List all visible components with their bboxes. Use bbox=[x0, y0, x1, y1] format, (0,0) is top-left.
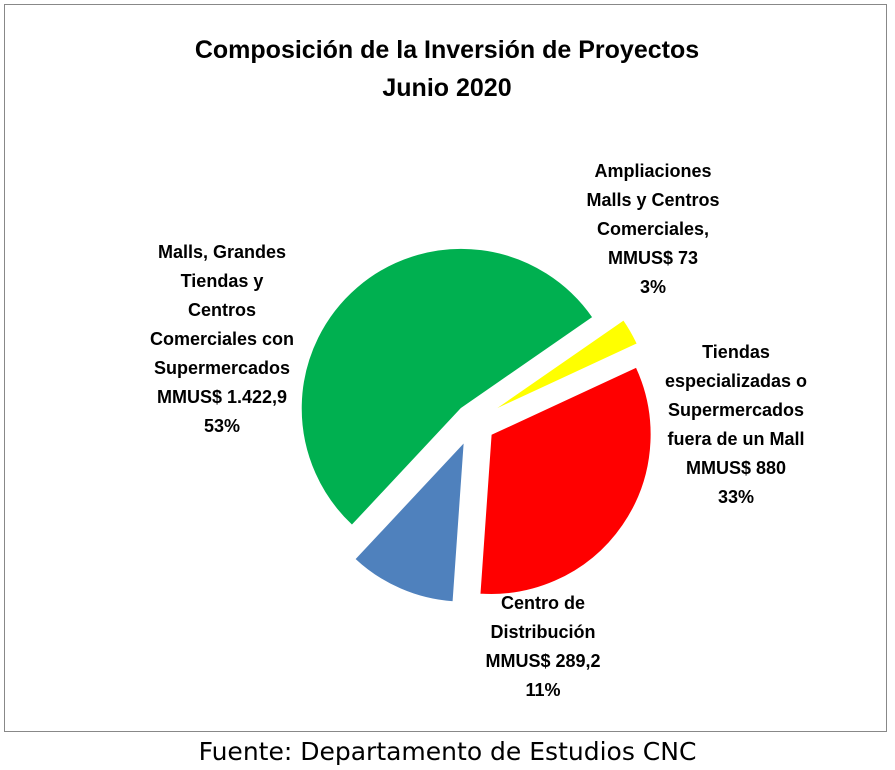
slice-label-centro-line-3: MMUS$ 289,2 bbox=[485, 651, 600, 671]
chart-title: Composición de la Inversión de Proyectos… bbox=[195, 36, 699, 102]
slice-label-tiendas: Tiendas especializadas o Supermercados fuer… bbox=[665, 342, 807, 507]
pie-chart: Composición de la Inversión de Proyectos… bbox=[150, 36, 807, 700]
slice-label-tiendas-line-4: fuera de un Mall bbox=[667, 429, 804, 449]
slice-label-malls-line-7: 53% bbox=[204, 416, 240, 436]
slice-label-tiendas-line-5: MMUS$ 880 bbox=[686, 458, 786, 478]
slice-label-tiendas-line-1: Tiendas bbox=[702, 342, 770, 362]
source-note: Fuente: Departamento de Estudios CNC bbox=[198, 737, 697, 766]
slice-label-tiendas-line-6: 33% bbox=[718, 487, 754, 507]
slice-label-centro: Centro de Distribución MMUS$ 289,2 11% bbox=[485, 593, 600, 700]
slice-label-ampliaciones-line-1: Ampliaciones bbox=[594, 161, 711, 181]
slice-label-malls-line-5: Supermercados bbox=[154, 358, 290, 378]
slice-label-malls-line-2: Tiendas y bbox=[181, 271, 264, 291]
slice-labels: Malls, Grandes Tiendas y Centros Comerciale… bbox=[150, 161, 807, 700]
slice-label-malls: Malls, Grandes Tiendas y Centros Comerciale… bbox=[150, 242, 294, 436]
slice-label-tiendas-line-3: Supermercados bbox=[668, 400, 804, 420]
slice-label-malls-line-3: Centros bbox=[188, 300, 256, 320]
pie-slices bbox=[300, 247, 652, 603]
chart-title-line-2: Junio 2020 bbox=[382, 74, 511, 102]
pie-slice-tiendas bbox=[479, 366, 652, 595]
slice-label-malls-line-1: Malls, Grandes bbox=[158, 242, 286, 262]
slice-label-tiendas-line-2: especializadas o bbox=[665, 371, 807, 391]
slice-label-malls-line-4: Comerciales con bbox=[150, 329, 294, 349]
slice-label-ampliaciones: Ampliaciones Malls y Centros Comerciales, M… bbox=[586, 161, 719, 297]
slice-label-malls-line-6: MMUS$ 1.422,9 bbox=[157, 387, 287, 407]
pie-slice-centro bbox=[354, 440, 465, 603]
chart-title-line-1: Composición de la Inversión de Proyectos bbox=[195, 36, 699, 64]
slice-label-ampliaciones-line-5: 3% bbox=[640, 277, 666, 297]
pie-slice-ampliaciones bbox=[491, 319, 638, 412]
slice-label-ampliaciones-line-2: Malls y Centros bbox=[586, 190, 719, 210]
slice-label-ampliaciones-line-4: MMUS$ 73 bbox=[608, 248, 698, 268]
slice-label-centro-line-1: Centro de bbox=[501, 593, 585, 613]
slice-label-centro-line-4: 11% bbox=[525, 680, 560, 700]
slice-label-centro-line-2: Distribución bbox=[490, 622, 595, 642]
pie-slice-malls bbox=[300, 247, 594, 526]
slice-label-ampliaciones-line-3: Comerciales, bbox=[597, 219, 709, 239]
